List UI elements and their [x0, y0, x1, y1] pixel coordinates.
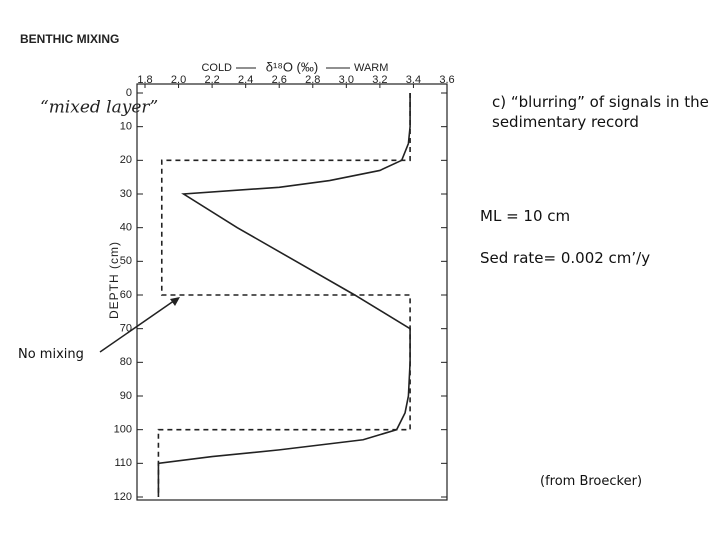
y-tick-label: 30	[120, 188, 132, 200]
y-tick-label: 110	[114, 457, 132, 469]
pointer-arrow	[99, 297, 179, 353]
x-tick-label: 2.4	[238, 74, 253, 86]
y-tick-label: 100	[114, 424, 132, 436]
arrow-head	[170, 297, 180, 306]
chart-title: BENTHIC MIXING	[20, 32, 119, 46]
plot-frame	[136, 83, 448, 501]
series-line	[157, 93, 411, 497]
x-label-right: WARM	[354, 62, 388, 74]
heading: c) “blurring” of signals in the sediment…	[492, 93, 709, 131]
x-label-left: COLD	[201, 62, 232, 74]
y-tick-label: 120	[114, 491, 132, 503]
no-mixing-label: No mixing	[18, 347, 84, 362]
x-tick-label: 2.2	[204, 74, 219, 86]
x-tick-label: 2.8	[305, 74, 320, 86]
x-tick-label: 2.6	[272, 74, 287, 86]
x-tick-label: 3.4	[406, 74, 421, 86]
x-tick-label: 1.8	[137, 74, 152, 86]
y-tick-label: 60	[120, 289, 132, 301]
y-tick-label: 80	[120, 356, 132, 368]
y-axis-title: DEPTH (cm)	[107, 241, 121, 319]
y-tick-label: 50	[120, 255, 132, 267]
annotation: “mixed layer”	[40, 98, 158, 118]
y-tick-label: 10	[120, 121, 132, 133]
x-tick-label: 3.2	[372, 74, 387, 86]
y-tick-label: 70	[120, 323, 132, 335]
source: (from Broecker)	[540, 474, 643, 489]
x-tick-label: 3.0	[339, 74, 354, 86]
y-tick-label: 0	[126, 87, 132, 99]
series-line	[157, 93, 411, 497]
y-tick-label: 20	[120, 154, 132, 166]
y-tick-label: 40	[120, 222, 132, 234]
x-tick-label: 3.6	[439, 74, 454, 86]
ml-note: ML = 10 cm	[480, 207, 571, 225]
chart: BENTHIC MIXING COLD δ¹⁸O (‰) WARM DEPTH …	[20, 32, 455, 503]
sed-rate-note: Sed rate= 0.002 cm’/y	[480, 249, 651, 267]
x-tick-label: 2.0	[171, 74, 186, 86]
x-axis-title: δ¹⁸O (‰)	[266, 59, 318, 74]
y-tick-label: 90	[120, 390, 132, 402]
